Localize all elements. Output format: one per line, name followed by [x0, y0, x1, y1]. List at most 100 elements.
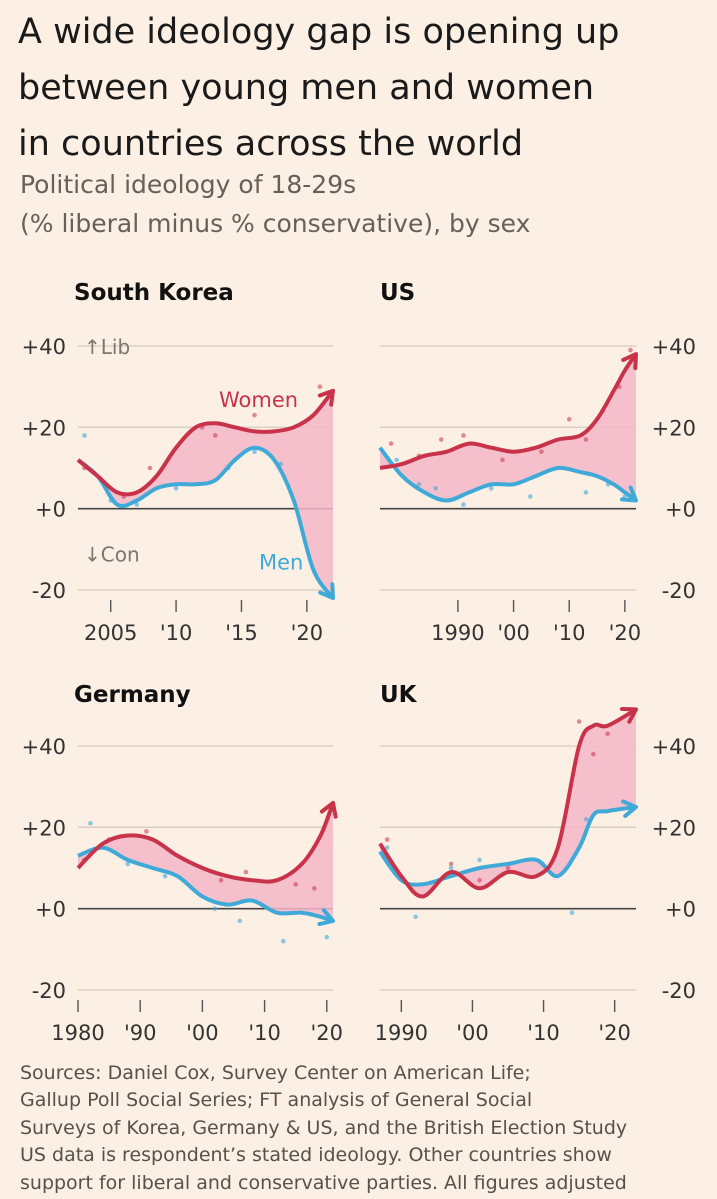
- y-tick-label: +0: [35, 898, 66, 922]
- title-line-3: in countries across the world: [18, 124, 524, 164]
- men-point: [125, 861, 131, 867]
- x-tick-label: 1990: [375, 1021, 428, 1045]
- y-tick-label: +40: [22, 735, 66, 759]
- con-annotation: ↓Con: [84, 542, 140, 566]
- x-tick-label: '10: [160, 621, 193, 645]
- source-line-2: Gallup Poll Social Series; FT analysis o…: [20, 1089, 533, 1112]
- women-point: [461, 433, 466, 438]
- y-tick-label: +0: [665, 498, 696, 522]
- source-line-5: support for liberal and conservative par…: [20, 1171, 627, 1194]
- men-point: [384, 845, 390, 850]
- y-tick-label: +40: [652, 335, 696, 359]
- x-tick-label: '20: [598, 1021, 631, 1045]
- x-tick-label: '00: [497, 621, 530, 645]
- chart-panel-3: Germany +40 +20 +0 -20 1980 '90 '00 '10 '20: [22, 682, 343, 1045]
- women-point: [388, 441, 394, 446]
- women-point: [539, 449, 544, 455]
- women-point: [500, 457, 505, 463]
- women-point: [605, 731, 610, 737]
- men-arrow: [621, 799, 638, 818]
- x-tick-label: '00: [186, 1021, 219, 1045]
- women-point: [252, 412, 257, 418]
- x-tick-label: '20: [609, 621, 642, 645]
- x-tick-label: '10: [527, 1021, 560, 1045]
- men-arrow: [620, 485, 638, 503]
- men-point: [237, 918, 243, 924]
- women-point: [438, 437, 444, 442]
- women-point: [317, 384, 323, 389]
- men-point: [173, 486, 179, 491]
- y-tick-label: +40: [22, 335, 66, 359]
- x-tick-label: '10: [248, 1021, 281, 1045]
- chart-panel-4: UK +40 +20 +0 -20 1990 '00 '10 '20: [375, 682, 696, 1045]
- page-title: A wide ideology gap is opening up betwee…: [18, 4, 708, 172]
- subtitle-line-2: (% liberal minus % conservative), by sex: [20, 209, 531, 238]
- x-tick-label: '20: [311, 1021, 344, 1045]
- men-point: [280, 938, 286, 944]
- women-arrow: [319, 800, 338, 819]
- men-point: [212, 906, 218, 911]
- y-tick-label: -20: [662, 579, 696, 603]
- x-tick-label: '10: [553, 621, 586, 645]
- title-line-2: between young men and women: [18, 68, 595, 108]
- men-point: [583, 490, 589, 495]
- men-point: [162, 873, 168, 879]
- x-tick-label: 1980: [51, 1021, 104, 1045]
- y-tick-label: +0: [665, 898, 696, 922]
- men-point: [569, 910, 575, 916]
- women-label: Women: [219, 388, 298, 412]
- women-point: [213, 433, 218, 438]
- gap-area: [78, 390, 333, 599]
- x-tick-label: '00: [456, 1021, 489, 1045]
- women-point: [505, 865, 511, 871]
- women-point: [384, 837, 390, 842]
- men-arrow: [317, 908, 335, 927]
- men-line: [378, 446, 638, 503]
- men-point: [489, 486, 494, 491]
- y-tick-label: -20: [32, 979, 66, 1003]
- chart-panel-1: South Korea +40 +20 +0 -20 2005 '10 '15 '20 ↑Lib ↓…: [22, 280, 335, 645]
- men-point: [252, 449, 257, 455]
- x-tick-label: 1990: [431, 621, 484, 645]
- men-arrow: [318, 582, 335, 601]
- women-point: [293, 881, 298, 887]
- chart-panel-2: US +40 +20 +0 -20 1990 '00 '10 '20: [378, 280, 696, 645]
- source-line-4: US data is respondent’s stated ideology.…: [20, 1144, 612, 1167]
- women-line: [76, 802, 335, 884]
- y-tick-label: -20: [662, 979, 696, 1003]
- y-tick-label: +20: [22, 416, 66, 440]
- men-point: [416, 481, 422, 487]
- subtitle-line-1: Political ideology of 18-29s: [20, 170, 357, 199]
- men-point: [461, 502, 466, 507]
- men-point: [134, 502, 140, 507]
- women-arrow: [621, 352, 638, 371]
- women-point: [243, 869, 249, 875]
- x-tick-label: '20: [291, 621, 324, 645]
- women-line: [76, 389, 335, 497]
- women-point: [147, 465, 153, 471]
- women-point: [583, 437, 589, 442]
- men-point: [583, 816, 589, 822]
- sources-note: Sources: Daniel Cox, Survey Center on Am…: [20, 1060, 700, 1197]
- men-point: [477, 857, 482, 863]
- women-point: [448, 861, 454, 867]
- women-point: [591, 751, 596, 757]
- source-line-3: Surveys of Korea, Germany & US, and the …: [20, 1116, 628, 1139]
- men-point: [82, 433, 87, 438]
- men-point: [433, 486, 438, 491]
- women-point: [566, 416, 572, 422]
- men-line: [77, 845, 334, 923]
- y-tick-label: -20: [32, 579, 66, 603]
- y-tick-label: +20: [652, 816, 696, 840]
- men-line: [76, 445, 335, 600]
- page-subtitle: Political ideology of 18-29s (% liberal …: [20, 165, 700, 243]
- x-tick-label: '15: [225, 621, 258, 645]
- y-tick-label: +40: [652, 735, 696, 759]
- women-point: [628, 347, 633, 353]
- women-arrow: [620, 707, 638, 724]
- source-line-1: Sources: Daniel Cox, Survey Center on Am…: [20, 1062, 531, 1084]
- men-line: [378, 805, 637, 887]
- men-point: [413, 914, 418, 920]
- men-point: [324, 934, 330, 940]
